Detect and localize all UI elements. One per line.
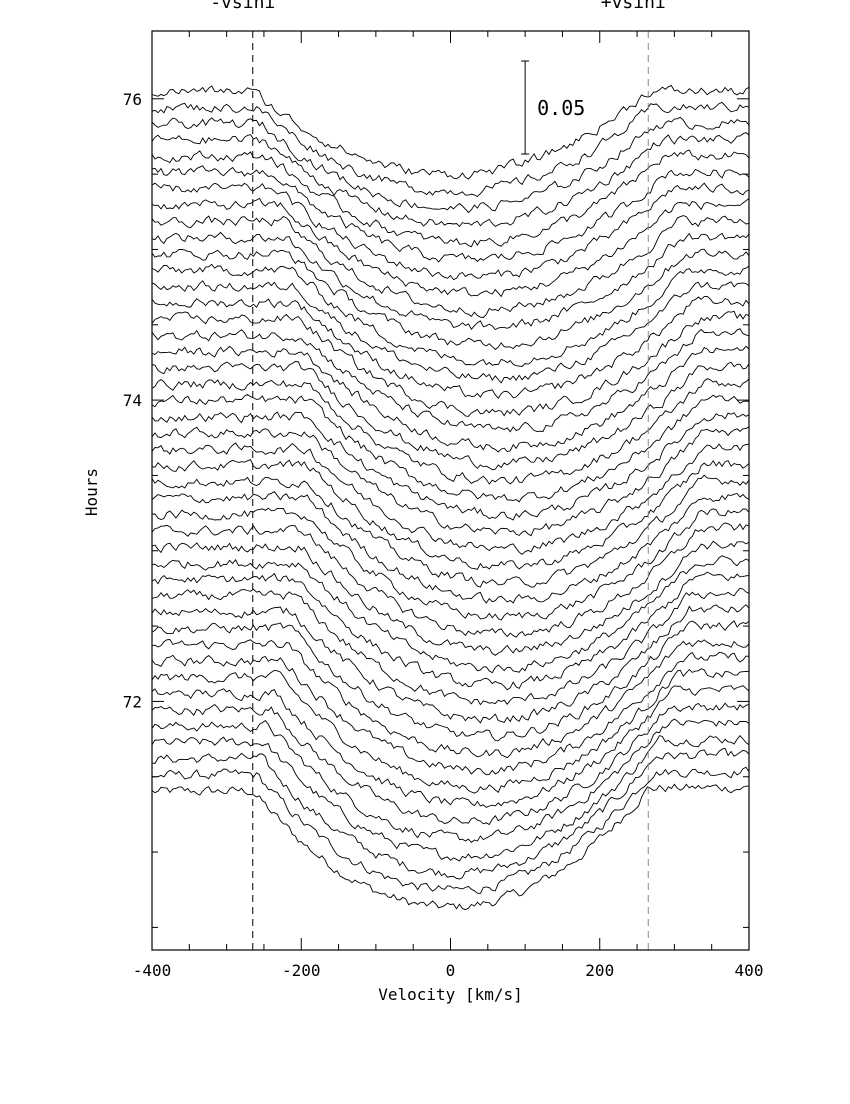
- profile-line: [151, 378, 750, 485]
- profile-line: [151, 231, 750, 331]
- profile-line: [151, 783, 750, 911]
- y-tick-label: 72: [123, 692, 142, 711]
- profile-line: [151, 747, 750, 880]
- scale-bar: [521, 60, 530, 155]
- profile-line: [151, 620, 750, 742]
- x-tick-label: 400: [735, 961, 764, 980]
- vsini-left-label: -vsini: [210, 0, 275, 13]
- profile-line: [151, 85, 750, 180]
- profile-series-group: [151, 85, 750, 911]
- profile-line: [151, 310, 750, 417]
- x-tick-label: 0: [446, 961, 456, 980]
- axis-ticks: [151, 31, 750, 950]
- profile-line: [151, 426, 750, 537]
- x-tick-label: -400: [133, 961, 172, 980]
- profile-line: [151, 165, 750, 263]
- y-axis-tick-labels: 72 74 76: [123, 90, 142, 712]
- profile-line: [151, 182, 750, 281]
- profile-line: [151, 685, 750, 808]
- y-tick-label: 76: [123, 90, 142, 109]
- profile-line: [151, 442, 750, 555]
- x-axis-tick-labels: -400 -200 0 200 400: [133, 961, 764, 980]
- y-tick-label: 74: [123, 391, 142, 410]
- profile-line: [151, 571, 750, 691]
- profile-line: [151, 604, 750, 724]
- profile-line: [151, 116, 750, 214]
- plot-frame: [151, 30, 750, 951]
- profile-line: [151, 393, 750, 503]
- profile-line: [151, 587, 750, 706]
- profile-line: [151, 651, 750, 776]
- profile-line: [151, 215, 750, 318]
- profile-line: [151, 361, 750, 471]
- profile-line: [151, 474, 750, 588]
- profile-line: [151, 248, 750, 351]
- scale-bar-label: 0.05: [537, 96, 585, 120]
- profile-line: [151, 507, 750, 621]
- profile-line: [151, 263, 750, 367]
- profile-line: [151, 702, 750, 826]
- profile-line: [151, 411, 750, 521]
- vsini-right-label: +vsini: [601, 0, 666, 13]
- profile-line: [151, 197, 750, 298]
- profile-line: [151, 555, 750, 674]
- x-axis-title: Velocity [km/s]: [378, 985, 523, 1004]
- profile-line: [151, 328, 750, 433]
- profile-line: [151, 668, 750, 794]
- profile-line: [151, 639, 750, 759]
- profile-line: [151, 459, 750, 570]
- profile-line: [151, 522, 750, 638]
- profile-line: [151, 491, 750, 604]
- profile-line: [152, 766, 750, 894]
- profile-line: [151, 735, 750, 862]
- profile-line: [151, 280, 750, 384]
- y-axis-title: Hours: [82, 468, 101, 516]
- profile-line: [151, 296, 750, 400]
- profile-line: [151, 540, 750, 656]
- profile-line: [151, 131, 750, 228]
- profile-line: [151, 101, 750, 198]
- profile-line: [151, 718, 750, 844]
- profile-line: [151, 345, 750, 453]
- profile-line: [151, 149, 750, 248]
- x-tick-label: -200: [282, 961, 321, 980]
- x-tick-label: 200: [585, 961, 614, 980]
